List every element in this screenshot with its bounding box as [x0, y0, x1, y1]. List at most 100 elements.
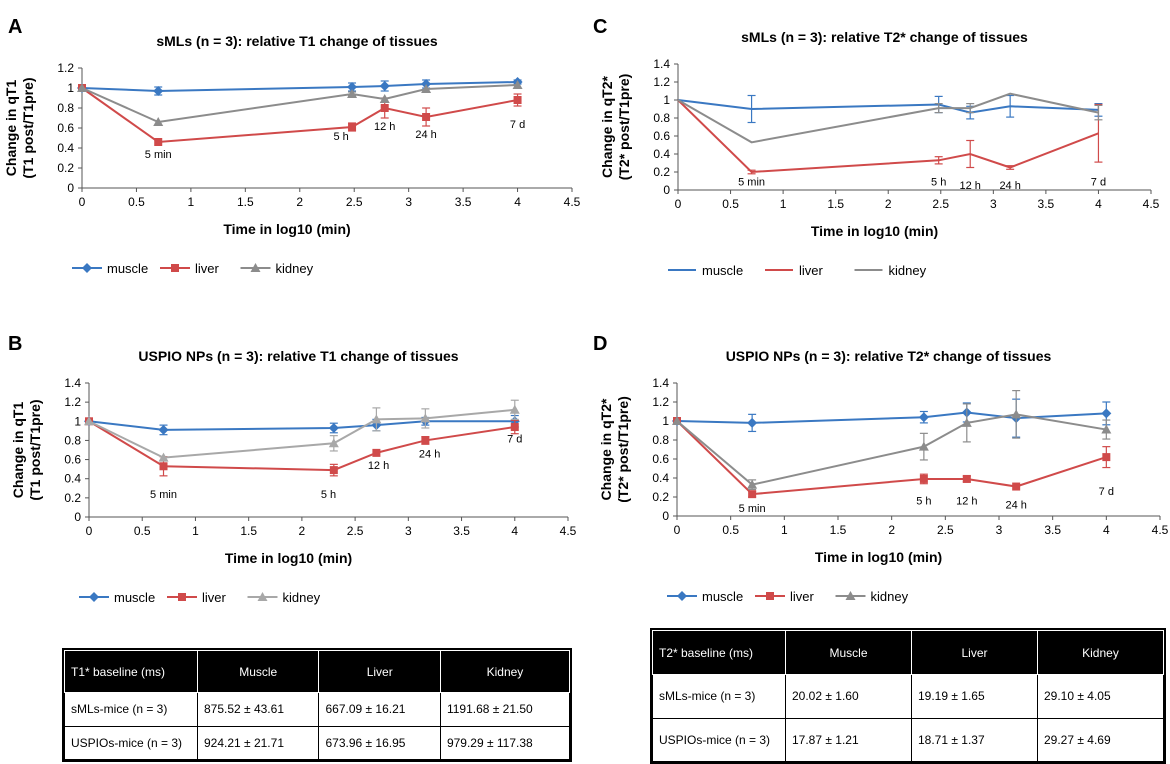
y-tick-label: 1 — [663, 93, 670, 107]
data-point-liver — [919, 474, 928, 483]
data-point-kidney — [153, 117, 164, 126]
series-line-kidney — [88, 408, 515, 459]
series-liver — [673, 417, 1111, 499]
data-point-kidney — [371, 414, 382, 424]
x-tick-label: 2.5 — [347, 524, 364, 538]
data-point-kidney — [672, 416, 682, 425]
series-line-kidney — [81, 84, 518, 124]
time-annotation: 5 h — [931, 177, 946, 189]
t2-row-label: sMLs-mice (n = 3) — [652, 674, 786, 719]
panel-letter-d: D — [593, 333, 608, 355]
series-line-muscle — [88, 420, 515, 431]
y-axis-label: (T2* post/T1pre) — [615, 396, 631, 503]
data-point-kidney — [420, 413, 431, 423]
chart-a: sMLs (n = 3): relative T1 change of tiss… — [3, 33, 581, 276]
y-tick-label: 0.6 — [64, 453, 81, 467]
panel-c: C sMLs (n = 3): relative T2* change of t… — [585, 0, 1170, 300]
legend-marker — [250, 263, 261, 272]
legend-entry-liver: liver — [160, 261, 220, 276]
time-annotation: 12 h — [959, 180, 980, 192]
y-tick-label: 1.4 — [652, 376, 669, 390]
data-point-liver — [422, 113, 431, 121]
y-tick-label: 1.2 — [64, 395, 81, 409]
y-axis-label: (T2* post/T1pre) — [616, 74, 632, 181]
series-line-kidney — [677, 92, 1099, 144]
chart-c: sMLs (n = 3): relative T2* change of tis… — [599, 29, 1160, 278]
x-axis-label: Time in log10 (min) — [811, 223, 938, 239]
t2-cell: 29.10 ± 4.05 — [1037, 674, 1164, 719]
x-axis-label: Time in log10 (min) — [223, 221, 350, 237]
data-point-liver — [510, 423, 519, 432]
y-axis-label: (T1 post/T1pre) — [27, 399, 43, 500]
chart-title: USPIO NPs (n = 3): relative T1 change of… — [138, 348, 458, 364]
data-point-kidney — [918, 441, 929, 451]
x-tick-label: 0.5 — [134, 524, 151, 538]
legend-entry-muscle: muscle — [668, 263, 743, 278]
time-annotation: 5 h — [916, 496, 931, 508]
data-point-muscle — [379, 81, 390, 91]
y-tick-label: 0.2 — [57, 161, 74, 175]
x-tick-label: 1 — [781, 523, 788, 537]
x-tick-label: 2.5 — [937, 523, 954, 537]
data-point-liver — [159, 462, 168, 471]
t1-cell: 979.29 ± 117.38 — [439, 725, 571, 760]
data-point-liver — [421, 436, 430, 445]
t2-header-muscle: Muscle — [785, 630, 912, 675]
x-tick-label: 0.5 — [128, 195, 145, 209]
y-tick-label: 1.2 — [652, 395, 669, 409]
data-point-muscle — [747, 417, 758, 428]
x-tick-label: 0.5 — [722, 523, 739, 537]
y-tick-label: 0.6 — [652, 452, 669, 466]
panel-letter-c: C — [593, 16, 608, 38]
data-point-liver — [962, 474, 971, 483]
data-point-muscle — [918, 412, 929, 423]
t1-header-muscle: Muscle — [196, 650, 320, 693]
legend-label: kidney — [276, 261, 314, 276]
t1-cell: 667.09 ± 16.21 — [318, 692, 441, 727]
x-tick-label: 4.5 — [560, 524, 577, 538]
panel-letter-b: B — [8, 333, 23, 355]
x-axis-label: Time in log10 (min) — [815, 549, 942, 565]
t2-baseline-table: T2* baseline (ms) Muscle Liver Kidney sM… — [650, 628, 1166, 764]
x-tick-label: 2.5 — [346, 195, 363, 209]
legend-marker — [89, 592, 99, 602]
x-tick-label: 1.5 — [830, 523, 847, 537]
time-annotation: 24 h — [419, 449, 440, 461]
y-tick-label: 0 — [662, 509, 669, 523]
series-line-kidney — [676, 413, 1107, 486]
t1-header-label: T1* baseline (ms) — [64, 650, 198, 693]
x-tick-label: 4 — [1095, 197, 1102, 211]
y-tick-label: 0.6 — [57, 121, 74, 135]
y-axis-label: Change in qT2* — [599, 76, 615, 178]
t1-header-kidney: Kidney — [439, 650, 571, 693]
y-tick-label: 0.2 — [653, 165, 670, 179]
t1-cell: 924.21 ± 21.71 — [196, 725, 320, 760]
legend-label: muscle — [702, 263, 743, 278]
x-tick-label: 2.5 — [932, 197, 949, 211]
y-axis-label: (T1 post/T1pre) — [20, 77, 36, 178]
legend-entry-muscle: muscle — [667, 589, 743, 604]
y-axis-label: Change in qT1 — [10, 402, 26, 499]
data-point-liver — [380, 104, 389, 112]
x-tick-label: 0.5 — [722, 197, 739, 211]
data-point-liver — [1102, 453, 1111, 462]
t2-cell: 20.02 ± 1.60 — [785, 674, 912, 719]
data-point-kidney — [421, 84, 432, 93]
x-tick-label: 2 — [885, 197, 892, 211]
series-liver — [85, 417, 519, 477]
y-tick-label: 0.2 — [652, 490, 669, 504]
y-tick-label: 0.8 — [57, 101, 74, 115]
data-point-liver — [513, 96, 522, 104]
time-annotation: 12 h — [956, 496, 977, 508]
legend-label: muscle — [107, 261, 148, 276]
series-muscle — [84, 414, 520, 436]
data-point-liver — [329, 466, 338, 475]
t2-cell: 17.87 ± 1.21 — [785, 717, 912, 762]
x-tick-label: 3.5 — [1038, 197, 1055, 211]
series-kidney — [672, 390, 1112, 490]
data-point-muscle — [153, 86, 164, 96]
panel-b: B USPIO NPs (n = 3): relative T1 change … — [0, 0, 585, 762]
legend-entry-muscle: muscle — [79, 590, 155, 605]
x-tick-label: 2 — [888, 523, 895, 537]
time-annotation: 12 h — [368, 460, 389, 472]
